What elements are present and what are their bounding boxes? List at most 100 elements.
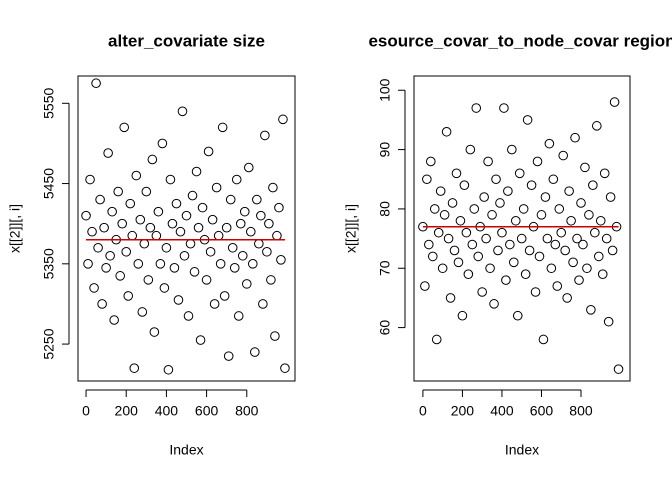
y-tick-label: 5250	[41, 328, 57, 359]
x-tick-label: 0	[419, 403, 427, 419]
point	[520, 269, 531, 279]
point	[209, 299, 220, 309]
x-tick-label: 600	[530, 403, 554, 419]
point	[139, 238, 150, 249]
y-axis-label: x[[2]][, i]	[7, 204, 23, 253]
y-tick-label: 60	[377, 320, 393, 336]
x-tick-label: 0	[82, 403, 90, 419]
x-tick-label: 800	[235, 403, 259, 419]
point	[487, 210, 497, 220]
point	[105, 250, 115, 261]
point	[153, 206, 164, 217]
point	[593, 251, 604, 262]
point	[546, 263, 557, 274]
point	[169, 263, 180, 273]
point	[89, 283, 99, 293]
y-tick-label: 5350	[41, 248, 57, 279]
point	[588, 180, 598, 190]
x-axis-label: Index	[169, 442, 203, 458]
point	[201, 275, 212, 285]
point	[463, 269, 474, 279]
point	[173, 295, 184, 305]
point	[131, 170, 142, 181]
point	[489, 299, 499, 309]
point	[586, 304, 596, 315]
point	[453, 257, 464, 268]
point	[127, 230, 138, 241]
point	[129, 363, 140, 373]
point	[595, 215, 606, 226]
point	[590, 227, 600, 238]
point	[443, 233, 454, 244]
point	[165, 174, 176, 185]
x-tick-label: 400	[490, 403, 514, 419]
point	[264, 218, 274, 229]
point	[113, 186, 123, 197]
point	[538, 334, 549, 345]
point	[505, 239, 515, 250]
point	[445, 293, 456, 303]
point	[115, 271, 125, 281]
point	[554, 204, 565, 214]
point	[241, 279, 252, 289]
point	[469, 204, 480, 214]
point	[550, 239, 561, 250]
point	[449, 245, 460, 256]
point	[558, 150, 569, 161]
point	[125, 198, 136, 209]
point	[582, 263, 592, 274]
point	[536, 210, 547, 220]
point	[471, 103, 482, 113]
point	[532, 156, 543, 167]
point	[159, 283, 170, 293]
point	[481, 233, 491, 244]
point	[91, 78, 101, 89]
chart-title: esource_covar_to_node_covar region	[368, 31, 672, 50]
point	[441, 126, 452, 137]
point	[552, 281, 563, 291]
point	[229, 263, 240, 273]
point	[276, 255, 286, 265]
y-tick-label: 5550	[41, 88, 57, 119]
point	[205, 246, 216, 257]
point	[171, 198, 182, 209]
point	[227, 242, 238, 253]
point	[433, 227, 444, 238]
point	[562, 293, 572, 303]
point	[530, 287, 541, 297]
point	[141, 186, 152, 197]
point	[87, 226, 97, 237]
point	[239, 206, 250, 217]
point	[508, 257, 519, 268]
point	[195, 335, 206, 345]
point	[613, 364, 624, 374]
x-tick-label: 800	[569, 403, 593, 419]
point	[270, 331, 280, 341]
point	[420, 281, 430, 291]
point	[233, 311, 244, 321]
point	[97, 299, 107, 309]
y-axis-label: x[[2]][, i]	[343, 204, 359, 253]
point	[197, 202, 208, 213]
y-tick-label: 100	[377, 78, 393, 102]
x-tick-label: 400	[155, 403, 179, 419]
chart-title: alter_covariate size	[108, 31, 265, 50]
point	[211, 182, 222, 193]
point	[524, 245, 535, 256]
point	[245, 226, 256, 237]
point	[467, 239, 478, 250]
point	[479, 192, 489, 202]
point	[119, 122, 130, 133]
point	[191, 166, 202, 177]
y-tick-label: 80	[377, 201, 393, 217]
point	[93, 242, 103, 253]
point	[223, 351, 234, 361]
point	[99, 222, 109, 233]
point	[83, 259, 93, 269]
point	[455, 215, 466, 226]
point	[457, 310, 468, 321]
point	[591, 121, 602, 131]
point	[225, 194, 236, 205]
point	[514, 168, 525, 179]
